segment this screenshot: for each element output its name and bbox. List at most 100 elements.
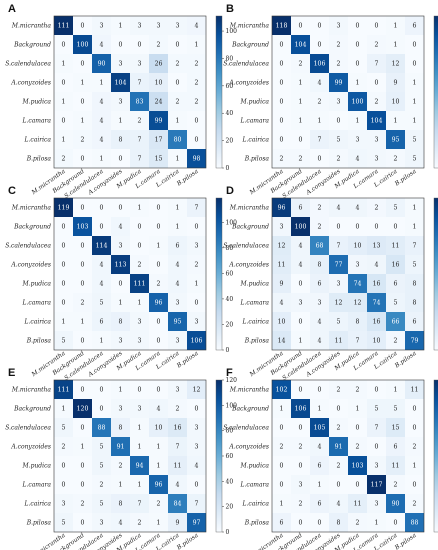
cell-value: 77: [335, 262, 343, 269]
cell-value: 12: [392, 61, 400, 68]
cell-value: 94: [136, 463, 144, 470]
matrix-cell: [367, 54, 386, 73]
cell-value: 1: [413, 224, 417, 231]
cell-value: 1: [280, 501, 284, 508]
matrix-cell: [92, 73, 111, 92]
matrix-cell: [348, 198, 367, 217]
colorbar-tick-label: 100: [226, 402, 238, 409]
matrix-cell: [111, 494, 130, 513]
cell-value: 0: [394, 224, 398, 231]
matrix-cell: [187, 399, 206, 418]
colorbar-tick-label: 40: [226, 296, 234, 303]
y-tick-label: L.cairica: [24, 319, 52, 326]
matrix-cell: [168, 293, 187, 312]
y-tick-label: B.pilosa: [244, 338, 270, 345]
matrix-cell: [405, 513, 424, 532]
cell-value: 1: [195, 42, 199, 49]
matrix-frame: [271, 197, 425, 351]
matrix-cell: [272, 293, 291, 312]
matrix-cell: [386, 293, 405, 312]
matrix-cell: [367, 130, 386, 149]
matrix-cell: [168, 312, 187, 331]
cell-value: 1: [81, 444, 85, 451]
cell-value: 118: [276, 23, 288, 30]
cell-value: 3: [119, 338, 123, 345]
matrix-cell: [92, 312, 111, 331]
matrix-cell: [149, 149, 168, 168]
matrix-cell: [187, 255, 206, 274]
matrix-cell: [130, 274, 149, 293]
cell-value: 16: [392, 262, 400, 269]
matrix-cell: [149, 54, 168, 73]
matrix-cell: [367, 255, 386, 274]
cell-value: 100: [295, 224, 307, 231]
matrix-cell: [149, 198, 168, 217]
cell-value: 4: [299, 243, 303, 250]
cell-value: 1: [413, 80, 417, 87]
matrix-cell: [130, 399, 149, 418]
cell-value: 1: [413, 463, 417, 470]
matrix-cell: [291, 35, 310, 54]
matrix-cell: [405, 456, 424, 475]
cell-value: 100: [77, 42, 89, 49]
matrix-cell: [92, 149, 111, 168]
matrix-cell: [329, 255, 348, 274]
cell-value: 0: [138, 243, 142, 250]
matrix-cell: [367, 149, 386, 168]
matrix-cell: [348, 236, 367, 255]
colorbar-tick-label: 40: [226, 110, 234, 117]
matrix-cell: [405, 236, 424, 255]
cell-value: 2: [356, 444, 360, 451]
matrix-cell: [187, 35, 206, 54]
cell-value: 4: [318, 338, 322, 345]
cell-value: 2: [337, 425, 341, 432]
y-tick-label: Background: [231, 224, 269, 231]
matrix-cell: [348, 111, 367, 130]
cell-value: 0: [62, 281, 66, 288]
cell-value: 99: [155, 118, 163, 125]
matrix-cell: [73, 217, 92, 236]
cell-value: 5: [413, 137, 417, 144]
matrix-cell: [92, 16, 111, 35]
matrix-cell: [367, 274, 386, 293]
cell-value: 3: [356, 137, 360, 144]
cell-value: 3: [62, 501, 66, 508]
matrix-cell: [367, 513, 386, 532]
matrix-cell: [54, 54, 73, 73]
matrix-cell: [386, 35, 405, 54]
cell-value: 5: [100, 444, 104, 451]
cell-value: 2: [337, 156, 341, 163]
matrix-cell: [291, 16, 310, 35]
matrix-cell: [149, 312, 168, 331]
cell-value: 2: [356, 520, 360, 527]
matrix-cell: [92, 380, 111, 399]
cell-value: 6: [394, 281, 398, 288]
cell-value: 1: [62, 319, 66, 326]
cell-value: 2: [299, 444, 303, 451]
matrix-cell: [73, 274, 92, 293]
matrix-cell: [272, 92, 291, 111]
colorbar-tick-label: 0: [226, 347, 230, 354]
cell-value: 0: [157, 319, 161, 326]
cell-value: 3: [176, 300, 180, 307]
cell-value: 6: [100, 319, 104, 326]
matrix-cell: [111, 274, 130, 293]
matrix-cell: [111, 217, 130, 236]
cell-value: 2: [195, 80, 199, 87]
cell-value: 3: [157, 23, 161, 30]
cell-value: 5: [100, 501, 104, 508]
matrix-cell: [310, 437, 329, 456]
cell-value: 5: [337, 137, 341, 144]
cell-value: 0: [195, 137, 199, 144]
matrix-cell: [149, 513, 168, 532]
cell-value: 0: [138, 224, 142, 231]
cell-value: 3: [375, 156, 379, 163]
cell-value: 111: [134, 281, 146, 288]
cell-value: 7: [195, 205, 199, 212]
cell-value: 120: [77, 406, 89, 413]
matrix-cell: [92, 331, 111, 350]
cell-value: 17: [155, 137, 163, 144]
matrix-cell: [386, 475, 405, 494]
cell-value: 74: [354, 281, 362, 288]
matrix-cell: [187, 73, 206, 92]
